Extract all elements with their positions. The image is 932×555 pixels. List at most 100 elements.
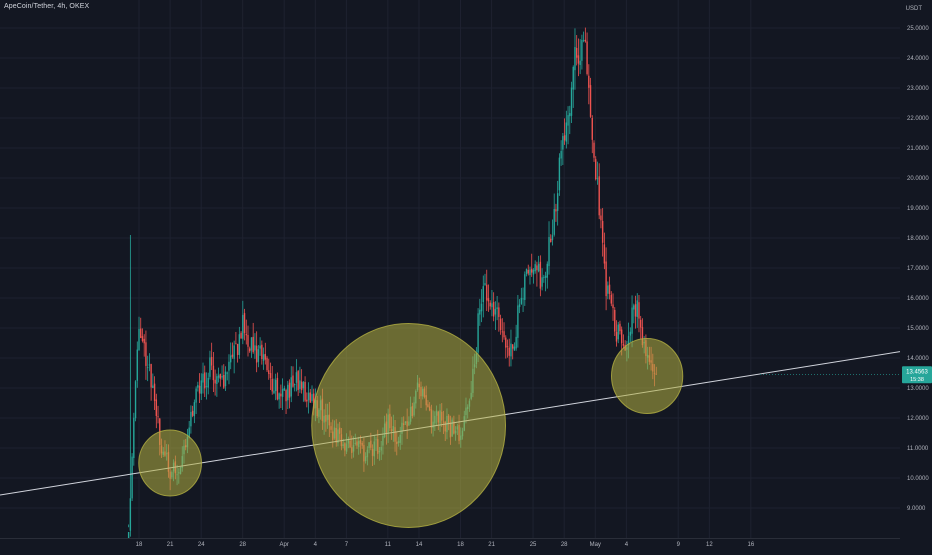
candle — [634, 295, 637, 329]
candle — [231, 342, 234, 359]
time-tick-label: 9 — [677, 542, 681, 548]
candle — [233, 340, 235, 374]
candle — [188, 420, 190, 439]
time-tick-label: 16 — [747, 542, 754, 548]
candle — [283, 385, 286, 391]
candle — [238, 326, 241, 359]
price-axis[interactable]: 9.0000 10.0000 11.0000 12.0000 13.0000 14.000… — [907, 26, 929, 512]
price-tick-label: 17.0000 — [907, 266, 929, 272]
candle — [581, 34, 583, 70]
highlight-circle[interactable] — [311, 323, 507, 528]
candle — [572, 65, 574, 108]
candle — [518, 299, 521, 314]
candle — [300, 369, 303, 394]
candle — [146, 355, 149, 382]
price-tick-label: 10.0000 — [907, 476, 929, 482]
candle — [503, 322, 505, 340]
candle — [127, 524, 130, 539]
candle — [569, 105, 571, 135]
candle — [292, 366, 294, 388]
candle — [584, 27, 587, 43]
candle — [138, 316, 140, 351]
candle — [304, 376, 306, 403]
candle — [306, 392, 308, 408]
candle — [205, 372, 208, 400]
candle — [511, 344, 514, 360]
highlight-circle[interactable] — [138, 429, 202, 497]
price-tick-label: 23.0000 — [907, 86, 929, 92]
price-tick-label: 16.0000 — [907, 296, 929, 302]
time-tick-label: 7 — [345, 542, 349, 548]
candle — [532, 268, 535, 284]
candle — [640, 315, 642, 340]
candle — [250, 337, 253, 358]
time-axis[interactable]: 18 21 24 28 Apr 4 7 11 14 18 21 25 28 May 4 9 12 16 — [0, 538, 900, 549]
candle — [596, 161, 599, 185]
last-price-countdown: 15:38 — [910, 377, 924, 383]
candle — [486, 269, 488, 312]
candle — [268, 358, 270, 380]
candle — [589, 77, 592, 118]
candle — [259, 337, 261, 356]
candle — [517, 294, 519, 348]
time-tick-label: 21 — [488, 542, 495, 548]
candle — [550, 234, 552, 243]
price-tick-label: 20.0000 — [907, 176, 929, 182]
candle — [195, 386, 197, 414]
candle — [576, 35, 578, 66]
candle — [290, 366, 292, 403]
candle — [204, 365, 206, 397]
candle — [600, 208, 602, 229]
candle — [254, 333, 256, 359]
candle — [224, 366, 227, 391]
time-tick-label: 25 — [530, 542, 537, 548]
candle — [531, 253, 533, 277]
symbol-title: ApeCoin/Tether, 4h, OKEX — [4, 3, 90, 10]
candle — [565, 110, 568, 149]
candle — [155, 393, 158, 429]
candle — [148, 353, 151, 372]
candle — [522, 287, 524, 313]
price-tick-label: 13.0000 — [907, 386, 929, 392]
time-tick-label: 18 — [136, 542, 143, 548]
candle — [480, 289, 483, 323]
candle — [567, 106, 569, 145]
candle — [276, 372, 279, 401]
price-tick-label: 22.0000 — [907, 116, 929, 122]
candle — [200, 373, 202, 400]
candle — [615, 320, 618, 347]
candle — [556, 180, 559, 226]
candle — [294, 383, 296, 392]
candle — [614, 307, 616, 336]
candle — [570, 81, 573, 123]
candle — [541, 268, 543, 291]
candle — [243, 308, 246, 341]
candle — [498, 302, 500, 332]
candle — [555, 203, 557, 222]
candle — [288, 379, 291, 409]
candle — [591, 115, 593, 154]
candle — [202, 362, 204, 394]
time-tick-label: 12 — [706, 542, 713, 548]
candle — [309, 388, 311, 403]
candle — [190, 405, 192, 434]
candle — [595, 156, 597, 181]
highlight-circle[interactable] — [611, 338, 684, 414]
candle — [252, 322, 254, 354]
candle — [543, 274, 545, 283]
candle — [198, 373, 201, 404]
candle — [133, 412, 135, 466]
candle — [617, 321, 619, 344]
last-price-value: 13.4563 — [906, 369, 928, 375]
candle — [214, 369, 216, 396]
price-tick-label: 12.0000 — [907, 416, 929, 422]
candle — [269, 362, 272, 390]
candle — [129, 235, 132, 537]
axis-currency-label: USDT — [905, 6, 922, 12]
candle — [601, 208, 604, 257]
candle — [492, 292, 495, 322]
candle — [629, 327, 632, 343]
candle — [539, 255, 542, 297]
